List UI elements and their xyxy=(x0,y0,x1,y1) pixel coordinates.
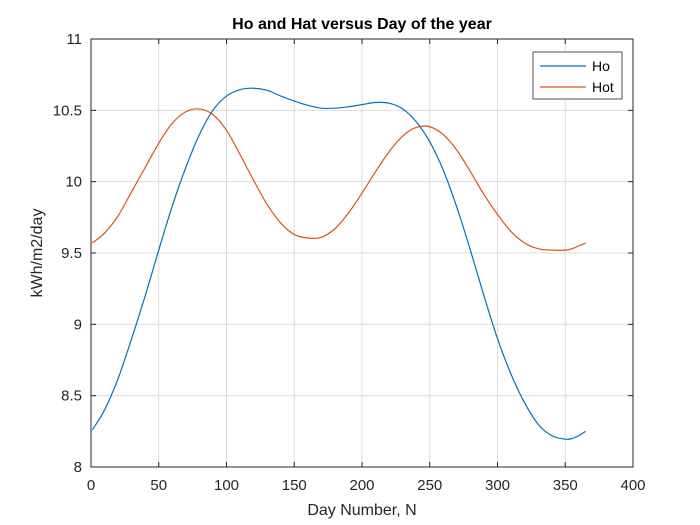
x-tick-label: 50 xyxy=(150,477,167,494)
x-tick-labels: 0 50 100 150 200 250 300 350 400 xyxy=(87,477,646,494)
x-tick-label: 0 xyxy=(87,477,95,494)
y-tick-label: 11 xyxy=(66,31,82,48)
y-tick-label: 8 xyxy=(74,459,82,476)
y-tick-label: 9.5 xyxy=(61,245,82,262)
series-line-ho xyxy=(91,87,586,440)
x-axis-label: Day Number, N xyxy=(307,502,416,519)
y-axis-label: kWh/m2/day xyxy=(29,209,46,298)
x-tick-label: 350 xyxy=(553,477,578,494)
y-tick-label: 10 xyxy=(65,174,82,191)
axis-ticks xyxy=(90,38,634,468)
y-tick-label: 8.5 xyxy=(61,388,82,405)
y-tick-label: 9 xyxy=(74,316,82,333)
x-tick-label: 100 xyxy=(214,477,239,494)
x-tick-label: 250 xyxy=(417,477,442,494)
legend-box xyxy=(532,51,623,100)
series-line-hot xyxy=(91,108,586,251)
legend: Ho Hot xyxy=(532,51,623,100)
x-tick-label: 200 xyxy=(349,477,374,494)
x-tick-label: 300 xyxy=(485,477,510,494)
x-tick-label: 150 xyxy=(282,477,307,494)
series-layer xyxy=(91,87,586,440)
chart-title: Ho and Hat versus Day of the year xyxy=(232,16,492,33)
x-tick-label: 400 xyxy=(620,477,645,494)
y-tick-labels: 8 8.5 9 9.5 10 10.5 11 xyxy=(53,31,82,476)
y-tick-label: 10.5 xyxy=(53,102,82,119)
legend-label-hot: Hot xyxy=(592,79,614,95)
legend-label-ho: Ho xyxy=(592,58,610,74)
